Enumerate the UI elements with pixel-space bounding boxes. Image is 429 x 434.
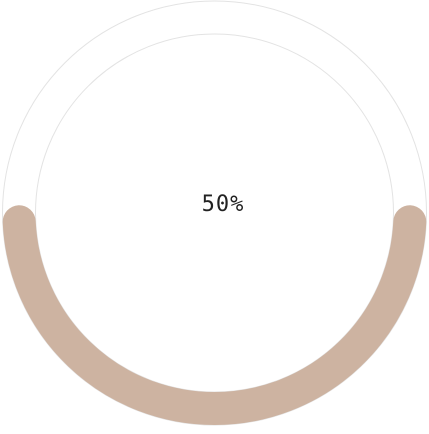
progress-percentage-label: 50% xyxy=(201,192,245,217)
progress-fill-arc xyxy=(2,205,427,425)
track-inner-outline xyxy=(35,33,394,393)
